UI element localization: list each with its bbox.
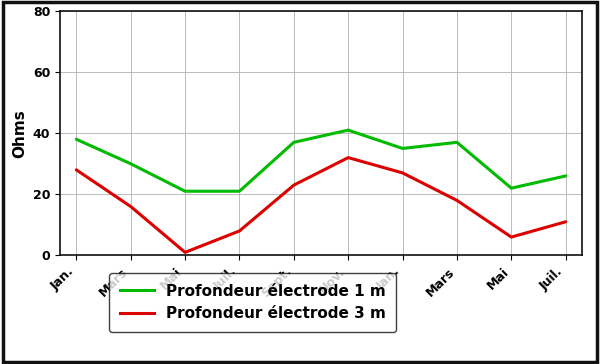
Legend: Profondeur électrode 1 m, Profondeur électrode 3 m: Profondeur électrode 1 m, Profondeur éle… — [109, 273, 397, 332]
Y-axis label: Ohms: Ohms — [12, 109, 27, 158]
